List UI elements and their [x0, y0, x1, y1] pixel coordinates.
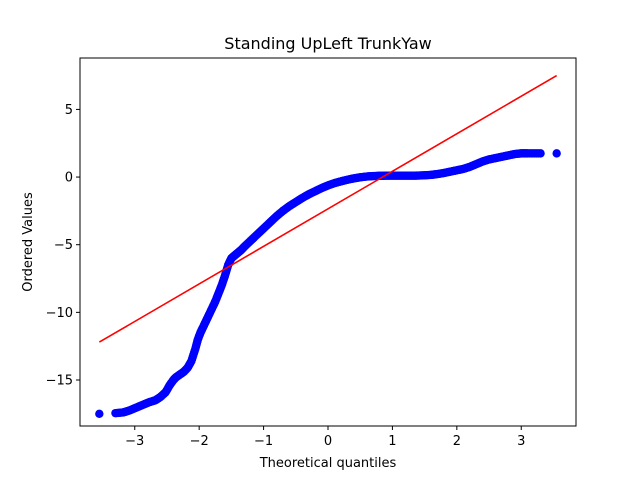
- x-tick-label: 2: [453, 434, 461, 449]
- qq-point: [95, 409, 104, 419]
- fit-line-layer: [98, 74, 558, 343]
- qq-point: [536, 149, 545, 158]
- qq-point: [552, 149, 561, 158]
- x-axis-ticks: −3 −2 −1 0 1 2 3: [125, 426, 525, 449]
- x-tick-label: 1: [388, 434, 396, 449]
- y-tick-label: −5: [54, 238, 73, 253]
- y-tick-label: −10: [46, 306, 73, 321]
- x-tick-label: 3: [517, 434, 525, 449]
- x-tick-label: 0: [324, 434, 332, 449]
- x-tick-label: −3: [125, 434, 144, 449]
- y-axis-ticks: 5 0 −5 −10 −15: [46, 103, 80, 389]
- y-tick-label: 0: [65, 171, 73, 186]
- y-tick-label: −15: [46, 374, 73, 389]
- x-tick-label: −2: [190, 434, 209, 449]
- x-tick-label: −1: [254, 434, 273, 449]
- fit-line: [98, 74, 558, 343]
- x-axis-label: Theoretical quantiles: [259, 456, 397, 471]
- data-points-layer: [95, 149, 561, 419]
- y-tick-label: 5: [65, 103, 73, 118]
- chart-title: Standing UpLeft TrunkYaw: [224, 34, 431, 53]
- y-axis-label: Ordered Values: [21, 192, 36, 292]
